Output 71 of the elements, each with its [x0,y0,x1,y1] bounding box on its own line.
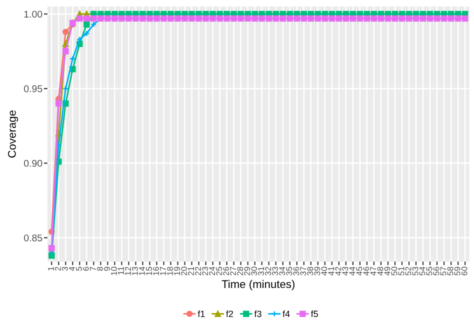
x-tick-label: 53 [412,266,418,276]
x-tick-label: 34 [279,266,286,276]
y-tick-label: 1.00 [24,10,42,18]
x-tick-label: 30 [251,266,258,276]
x-tick-label: 49 [384,266,390,276]
x-tick-label: 1 [48,266,54,270]
x-tick-label: 36 [293,266,300,276]
x-tick-label: 20 [181,266,187,276]
y-tick-label: 0.90 [24,160,42,167]
x-tick-label: 15 [146,266,152,276]
x-tick-label: 8 [96,266,103,271]
legend-label: f4 [282,310,290,317]
x-tick-label: 22 [195,266,201,276]
x-tick-label: 23 [202,266,208,276]
x-tick-label: 52 [405,266,412,276]
y-axis-title: Coverage [8,110,18,158]
x-tick-label: 59 [454,266,460,276]
x-tick-label: 28 [237,266,244,276]
x-tick-label: 54 [419,266,426,276]
x-tick-label: 42 [335,266,342,276]
x-tick-label: 31 [258,266,264,276]
x-axis-title: Time (minutes) [222,280,294,290]
x-tick-label: 50 [391,266,398,276]
x-tick-label: 9 [104,266,110,271]
x-tick-label: 5 [76,266,82,271]
legend-label: f1 [198,310,205,317]
x-tick-label: 29 [244,266,250,276]
x-tick-label: 60 [461,266,468,276]
x-tick-label: 17 [160,266,166,276]
x-tick-label: 40 [321,266,328,276]
x-tick-label: 37 [300,266,306,276]
x-tick-label: 58 [447,266,454,276]
legend-label: f3 [254,310,262,318]
x-tick-label: 27 [230,266,236,276]
x-tick-label: 45 [356,266,362,276]
x-tick-label: 4 [69,266,75,271]
x-tick-label: 39 [314,266,320,276]
x-tick-label: 6 [82,266,89,271]
legend-label: f2 [226,310,234,317]
x-tick-label: 41 [328,266,334,276]
x-tick-label: 56 [433,266,440,276]
x-tick-label: 47 [370,266,376,276]
x-tick-label: 32 [265,266,272,276]
x-tick-label: 55 [426,266,432,276]
x-tick-label: 12 [125,266,131,276]
x-tick-label: 10 [111,266,117,276]
x-tick-label: 51 [398,266,404,276]
x-tick-label: 18 [167,266,173,276]
x-tick-label: 44 [349,266,356,276]
x-tick-label: 21 [188,266,194,276]
x-tick-label: 2 [54,266,61,271]
x-tick-label: 48 [377,266,384,276]
y-tick-label: 0.95 [24,85,42,92]
x-tick-label: 33 [272,266,278,276]
x-tick-label: 35 [286,266,292,276]
x-tick-label: 13 [132,266,138,276]
x-tick-label: 7 [90,266,96,271]
x-tick-label: 16 [153,266,159,276]
x-tick-label: 46 [363,266,370,276]
x-tick-label: 3 [62,266,68,271]
x-tick-label: 26 [223,266,230,276]
x-tick-label: 38 [307,266,314,276]
x-tick-label: 11 [118,266,124,274]
x-tick-label: 57 [440,266,446,276]
x-tick-label: 24 [209,266,215,276]
x-tick-label: 14 [139,266,145,276]
x-tick-label: 19 [174,266,180,276]
y-tick-label: 0.85 [24,234,42,242]
x-tick-label: 43 [342,266,348,276]
legend-label: f5 [310,310,318,318]
x-tick-label: 25 [216,266,222,276]
